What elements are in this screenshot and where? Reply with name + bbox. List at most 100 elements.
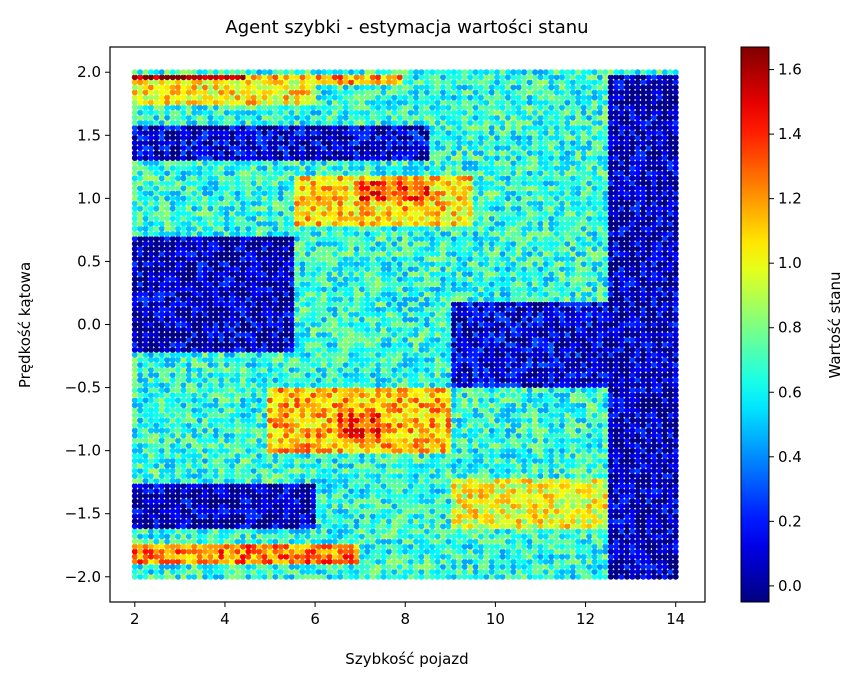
data-point	[380, 528, 387, 535]
data-point	[467, 573, 474, 580]
data-point	[478, 548, 484, 555]
data-point	[402, 548, 409, 555]
data-point	[483, 538, 490, 545]
data-point	[478, 538, 484, 545]
data-point	[256, 573, 263, 580]
data-point	[499, 558, 506, 565]
data-point	[175, 558, 182, 565]
data-point	[196, 558, 203, 565]
data-point	[505, 573, 511, 580]
data-point	[602, 573, 609, 580]
data-point	[510, 538, 517, 545]
data-point	[569, 528, 576, 535]
data-point	[380, 568, 387, 575]
data-point	[321, 528, 328, 535]
data-point	[294, 553, 301, 560]
data-point	[645, 538, 652, 545]
data-point	[586, 528, 593, 535]
data-point	[548, 573, 555, 580]
data-point	[337, 568, 344, 575]
data-point	[364, 538, 371, 545]
data-point	[418, 553, 425, 560]
data-point	[348, 528, 355, 535]
data-point	[202, 573, 209, 580]
data-point	[586, 553, 593, 560]
data-point	[591, 543, 598, 550]
data-point	[526, 528, 533, 535]
data-point	[548, 553, 555, 560]
data-point	[240, 563, 246, 570]
data-point	[407, 538, 414, 545]
data-point	[542, 563, 549, 570]
data-point	[591, 553, 598, 560]
data-point	[310, 543, 317, 550]
data-point	[359, 528, 365, 535]
data-point	[656, 563, 663, 570]
data-point	[137, 543, 144, 550]
data-point	[142, 538, 149, 545]
data-point	[645, 543, 652, 550]
data-point	[607, 548, 614, 555]
data-point	[672, 548, 679, 555]
data-point	[478, 573, 484, 580]
data-point	[137, 538, 144, 545]
data-point	[250, 563, 257, 570]
data-point	[456, 558, 463, 565]
data-point	[440, 548, 447, 555]
data-point	[288, 568, 295, 575]
data-point	[310, 538, 317, 545]
data-point	[624, 573, 630, 580]
data-point	[277, 528, 284, 535]
data-point	[634, 558, 641, 565]
data-point	[591, 573, 598, 580]
data-point	[651, 528, 658, 535]
data-point	[359, 573, 365, 580]
data-point	[229, 553, 236, 560]
data-point	[391, 528, 398, 535]
data-point	[467, 528, 474, 535]
data-point	[321, 563, 328, 570]
data-point	[580, 563, 587, 570]
data-point	[223, 563, 230, 570]
data-point	[597, 528, 603, 535]
data-point	[272, 553, 279, 560]
data-point	[467, 568, 474, 575]
data-point	[402, 558, 409, 565]
data-point	[148, 573, 154, 580]
data-point	[640, 573, 647, 580]
data-point	[450, 573, 457, 580]
data-point	[180, 543, 187, 550]
data-point	[283, 548, 290, 555]
data-point	[342, 568, 349, 575]
data-point	[185, 558, 192, 565]
data-point	[510, 568, 517, 575]
data-point	[402, 573, 409, 580]
data-point	[467, 543, 474, 550]
data-point	[461, 553, 468, 560]
data-point	[250, 528, 257, 535]
data-point	[423, 563, 430, 570]
data-point	[131, 563, 138, 570]
data-point	[191, 573, 198, 580]
data-point	[240, 553, 246, 560]
data-point	[553, 563, 560, 570]
data-point	[212, 548, 219, 555]
data-point	[375, 543, 382, 550]
data-point	[342, 548, 349, 555]
data-point	[359, 558, 365, 565]
data-point	[483, 563, 490, 570]
data-point	[202, 563, 209, 570]
data-point	[526, 568, 533, 575]
data-point	[413, 538, 420, 545]
data-point	[288, 548, 295, 555]
data-point	[450, 528, 457, 535]
data-point	[542, 558, 549, 565]
data-point	[542, 573, 549, 580]
data-point	[418, 528, 425, 535]
data-point	[521, 568, 528, 575]
data-point	[618, 558, 625, 565]
data-point	[580, 548, 587, 555]
data-point	[569, 548, 576, 555]
data-point	[158, 568, 165, 575]
data-point	[478, 568, 484, 575]
